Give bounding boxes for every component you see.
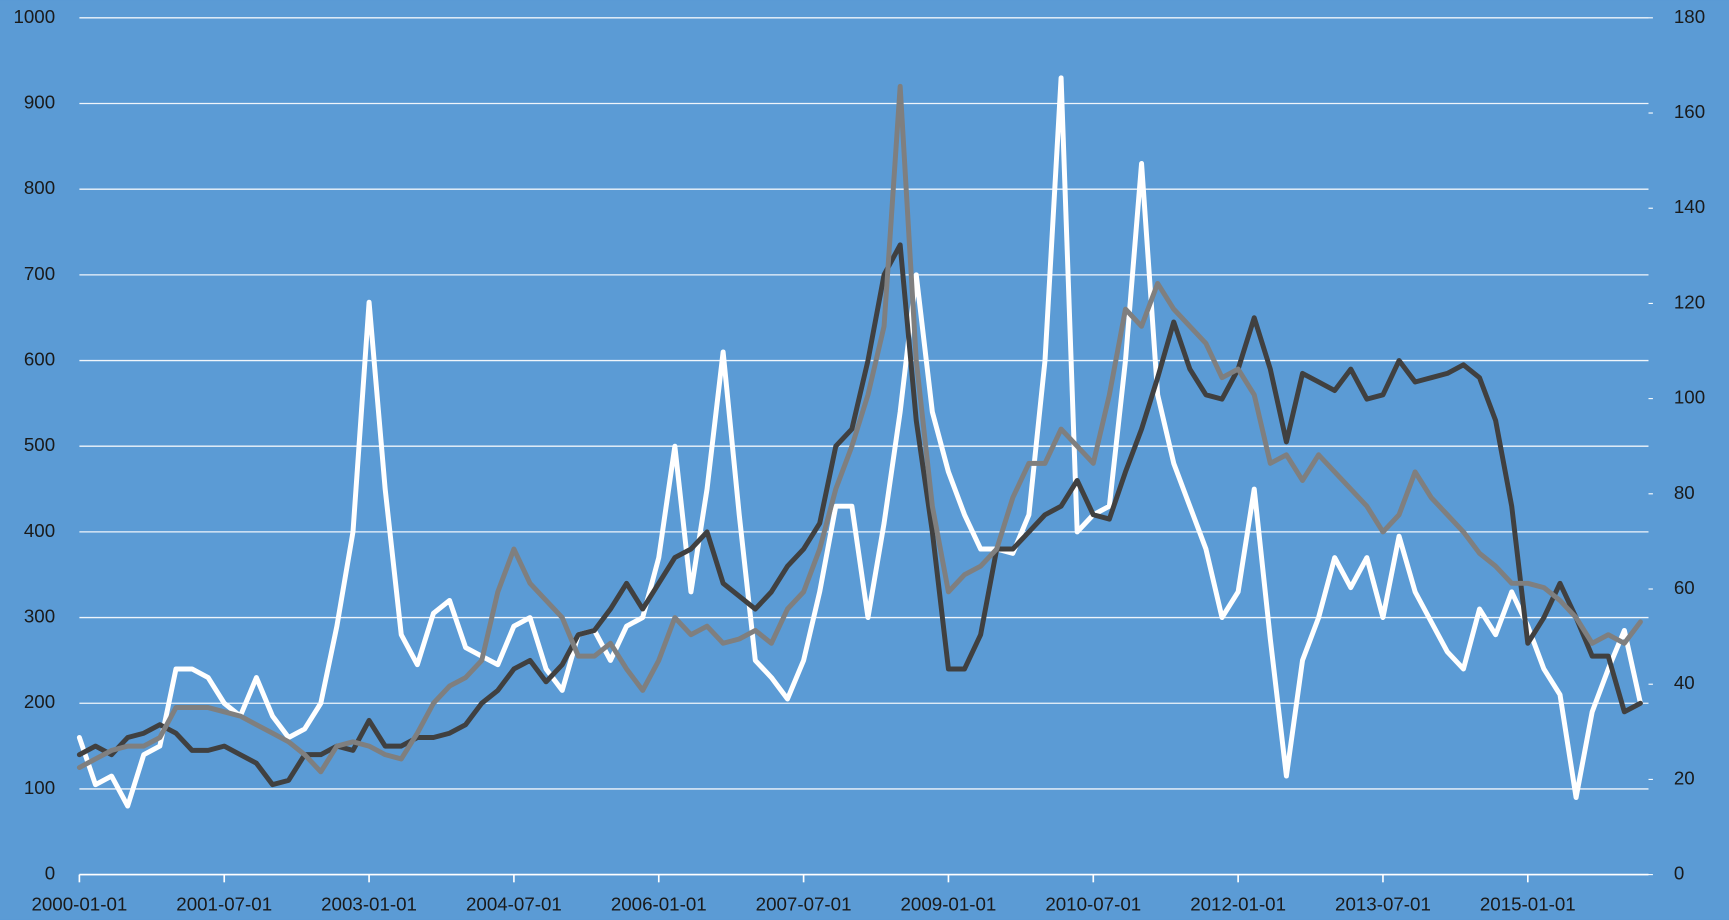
x-tick-label: 2004-07-01: [466, 893, 562, 914]
y-tick-label: 900: [24, 91, 55, 112]
y2-tick-label: 60: [1674, 577, 1695, 598]
y-tick-label: 0: [45, 863, 55, 884]
x-tick-label: 2007-07-01: [756, 893, 852, 914]
y2-tick-label: 20: [1674, 767, 1695, 788]
x-tick-label: 2001-07-01: [176, 893, 272, 914]
y2-tick-label: 180: [1674, 6, 1705, 27]
x-tick-label: 2013-07-01: [1335, 893, 1431, 914]
x-tick-label: 2006-01-01: [611, 893, 707, 914]
x-tick-label: 2012-01-01: [1190, 893, 1286, 914]
x-tick-label: 2015-01-01: [1480, 893, 1576, 914]
y2-tick-label: 160: [1674, 101, 1705, 122]
x-tick-label: 2000-01-01: [31, 893, 127, 914]
x-tick-label: 2010-07-01: [1045, 893, 1141, 914]
y2-tick-label: 80: [1674, 482, 1695, 503]
y-tick-label: 400: [24, 520, 55, 541]
y-tick-label: 200: [24, 691, 55, 712]
y-tick-label: 800: [24, 177, 55, 198]
y-tick-label: 300: [24, 606, 55, 627]
y2-tick-label: 100: [1674, 387, 1705, 408]
y-tick-label: 600: [24, 348, 55, 369]
line-series: [76, 75, 1643, 809]
y-tick-label: 1000: [13, 6, 55, 27]
y2-tick-label: 40: [1674, 672, 1695, 693]
y-tick-label: 700: [24, 263, 55, 284]
y2-tick-label: 140: [1674, 196, 1705, 217]
x-tick-label: 2003-01-01: [321, 893, 417, 914]
y2-tick-label: 0: [1674, 863, 1684, 884]
x-tick-label: 2009-01-01: [901, 893, 997, 914]
y2-tick-label: 120: [1674, 291, 1705, 312]
line-series: [76, 83, 1643, 775]
y-tick-label: 100: [24, 777, 55, 798]
y-tick-label: 500: [24, 434, 55, 455]
